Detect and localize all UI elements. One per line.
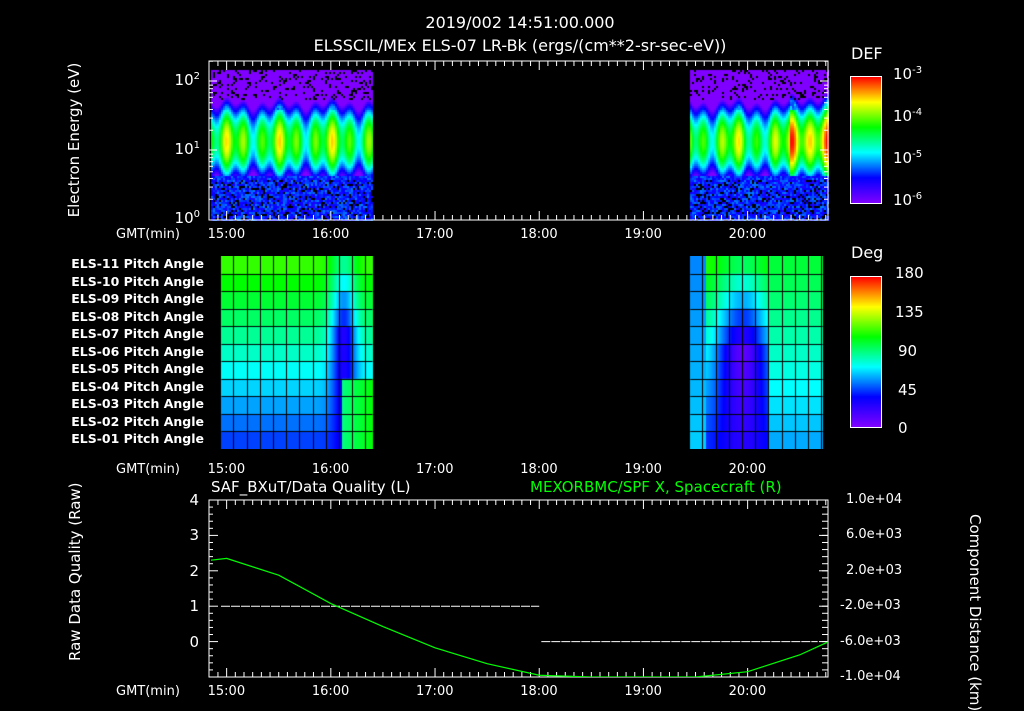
- time-tick-label: 18:00: [520, 227, 558, 242]
- pitch-angle-row-label: ELS-08 Pitch Angle: [71, 308, 204, 324]
- right-tick-label: 6.0e+03: [846, 527, 903, 543]
- def-tick: 10-6: [893, 191, 923, 209]
- right-tick-label: 2.0e+03: [846, 562, 903, 578]
- time-tick-label: 17:00: [416, 684, 454, 699]
- def-tick: 10-3: [893, 65, 923, 83]
- deg-tick: 135: [895, 303, 924, 321]
- energy-spectrogram: [209, 61, 829, 221]
- plot-datetime: 2019/002 14:51:00.000: [425, 13, 615, 32]
- deg-tick: 45: [898, 381, 918, 399]
- def-tick: 10-4: [893, 107, 923, 125]
- deg-tick: 0: [898, 419, 908, 437]
- line-plot-frame: [208, 499, 829, 678]
- gmt-axis-label: GMT(min): [116, 684, 180, 699]
- gmt-axis-label: GMT(min): [116, 462, 180, 477]
- right-tick-label: -2.0e+03: [840, 598, 901, 614]
- time-tick-label: 20:00: [728, 684, 767, 699]
- pitch-angle-heatmap: [209, 256, 829, 449]
- gmt-axis-label: GMT(min): [116, 227, 180, 242]
- time-tick-label: 18:00: [520, 462, 558, 477]
- def-colorbar: [850, 76, 882, 204]
- pitch-angle-row-label: ELS-01 Pitch Angle: [71, 431, 204, 446]
- pitch-angle-row-label: ELS-06 Pitch Angle: [71, 343, 204, 359]
- right-series-title: MEXORBMC/SPF X, Spacecraft (R): [530, 478, 782, 496]
- def-colorbar-label: DEF: [851, 44, 883, 63]
- energy-tick-1: 100: [174, 209, 200, 227]
- pitch-angle-row-label: ELS-04 Pitch Angle: [71, 378, 204, 394]
- time-tick-label: 18:00: [520, 684, 558, 699]
- def-tick: 10-5: [893, 149, 923, 167]
- time-tick-label: 17:00: [416, 227, 454, 242]
- pitch-angle-row-label: ELS-02 Pitch Angle: [71, 413, 204, 429]
- deg-tick: 90: [898, 342, 918, 360]
- time-tick-label: 19:00: [624, 227, 662, 242]
- energy-tick-100: 102: [174, 71, 200, 89]
- pitch-angle-row-label: ELS-10 Pitch Angle: [71, 273, 204, 289]
- left-tick-label: 4: [189, 491, 199, 509]
- time-tick-label: 19:00: [624, 462, 662, 477]
- left-tick-label: 2: [189, 561, 199, 580]
- time-tick-label: 16:00: [311, 684, 350, 699]
- deg-colorbar: [850, 276, 882, 428]
- right-tick-label: -6.0e+03: [840, 633, 901, 649]
- time-tick-label: 16:00: [311, 227, 350, 242]
- left-series-title: SAF_BXuT/Data Quality (L): [211, 478, 411, 496]
- spacecraft-x-line: [210, 557, 828, 677]
- pitch-angle-row-label: ELS-03 Pitch Angle: [71, 396, 204, 411]
- pitch-angle-row-label: ELS-07 Pitch Angle: [71, 326, 204, 341]
- left-tick-label: 0: [189, 632, 199, 651]
- time-tick-label: 19:00: [624, 684, 662, 699]
- energy-plot-frame: [208, 60, 829, 221]
- plot-title: ELSSCIL/MEx ELS-07 LR-Bk (ergs/(cm**2-sr…: [313, 36, 727, 55]
- pitch-angle-row-label: ELS-11 Pitch Angle: [71, 256, 204, 271]
- deg-colorbar-label: Deg: [851, 243, 884, 262]
- left-tick-label: 3: [189, 526, 199, 545]
- time-tick-label: 15:00: [207, 227, 246, 242]
- right-tick-label: 1.0e+04: [846, 492, 903, 507]
- time-tick-label: 20:00: [728, 462, 767, 477]
- time-tick-label: 15:00: [207, 462, 246, 477]
- pitch-angle-row-label: ELS-09 Pitch Angle: [71, 291, 204, 306]
- time-tick-label: 16:00: [311, 462, 350, 477]
- time-tick-label: 17:00: [416, 462, 454, 477]
- time-tick-label: 20:00: [728, 227, 767, 242]
- left-tick-label: 1: [189, 597, 199, 616]
- time-tick-label: 15:00: [207, 684, 246, 699]
- energy-tick-10: 101: [174, 140, 200, 158]
- deg-tick: 180: [895, 264, 924, 282]
- pitch-angle-row-label: ELS-05 Pitch Angle: [71, 361, 204, 376]
- right-tick-label: -1.0e+04: [840, 669, 901, 684]
